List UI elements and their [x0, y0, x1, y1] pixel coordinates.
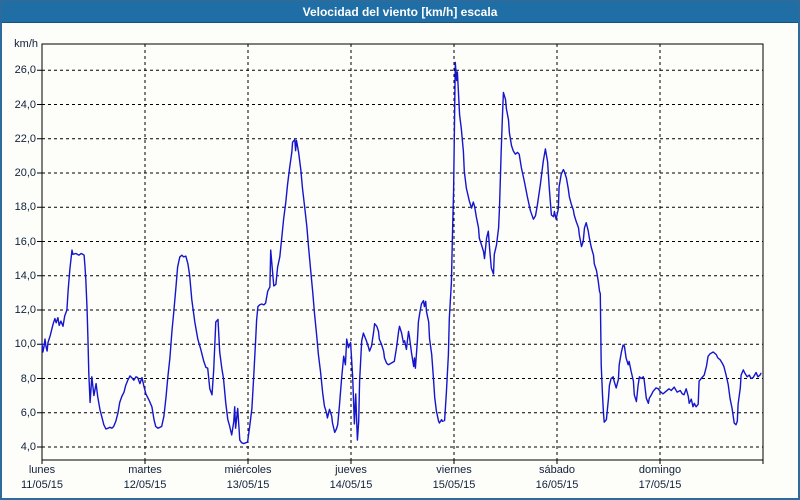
day-date: 13/05/15	[226, 479, 270, 491]
day-name: martes	[128, 464, 162, 476]
day-date: 16/05/15	[535, 479, 579, 491]
y-axis-label: 4,0	[20, 441, 36, 453]
day-date: 14/05/15	[329, 479, 373, 491]
y-axis-label: 18,0	[14, 201, 36, 214]
plot-border	[41, 43, 764, 461]
x-axis-day-label: sábado 16/05/15	[512, 463, 602, 493]
x-axis-day-label: lunes 11/05/15	[0, 463, 87, 493]
day-name: miércoles	[224, 464, 272, 476]
y-axis-label: 14,0	[14, 269, 36, 282]
day-name: sábado	[538, 464, 576, 476]
day-date: 12/05/15	[123, 479, 167, 491]
y-axis-label: 8,0	[20, 372, 36, 385]
wind-speed-line	[41, 61, 762, 445]
y-axis-label: 22,0	[14, 132, 36, 145]
y-axis-label: 12,0	[14, 304, 36, 316]
day-name: jueves	[335, 464, 367, 476]
y-axis-label: 20,0	[14, 167, 36, 179]
x-axis-day-label: miércoles 13/05/15	[203, 463, 293, 493]
y-axis-label: 6,0	[20, 406, 36, 419]
x-axis-day-label: martes 12/05/15	[100, 463, 190, 493]
day-name: domingo	[638, 464, 682, 476]
y-axis-label: 16,0	[14, 235, 36, 248]
day-name: viernes	[436, 464, 472, 476]
x-axis-day-label: jueves 14/05/15	[306, 463, 396, 493]
y-axis-label: 10,0	[14, 338, 36, 351]
window-title: Velocidad del viento [km/h] escala	[2, 2, 798, 23]
day-date: 17/05/15	[638, 479, 682, 491]
y-axis-label: 26,0	[14, 64, 36, 77]
day-date: 11/05/15	[20, 479, 63, 491]
day-date: 15/05/15	[432, 479, 476, 491]
x-axis-day-label: domingo 17/05/15	[615, 463, 705, 493]
day-name: lunes	[28, 464, 56, 476]
x-axis-day-label: viernes 15/05/15	[409, 463, 499, 493]
y-axis-label: 24,0	[14, 98, 36, 111]
y-axis-unit-label: km/h	[14, 38, 38, 50]
